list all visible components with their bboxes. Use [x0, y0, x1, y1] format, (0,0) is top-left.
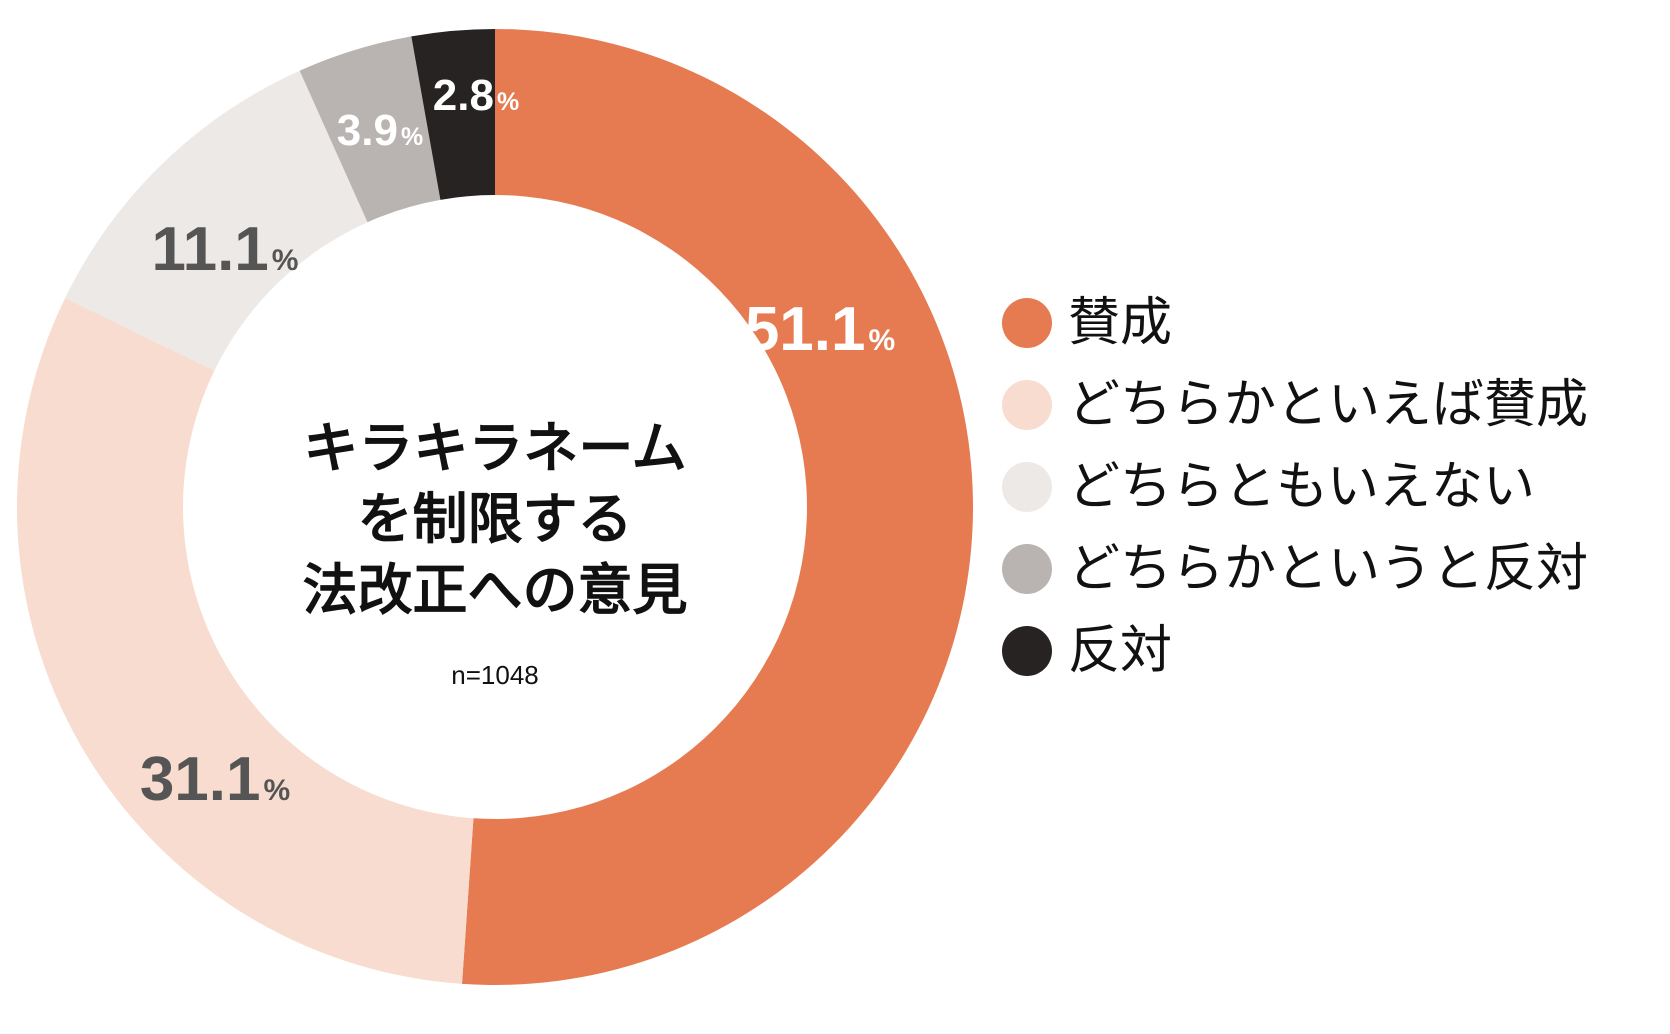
slice-value-label-3: 11.1%: [152, 215, 299, 284]
chart-title-line-3: 法改正への意見: [302, 558, 687, 622]
legend-label: どちらともいえない: [1068, 457, 1535, 517]
donut-slice-1: [461, 29, 974, 985]
legend-item-4: どちらかというと反対: [1002, 528, 1588, 610]
slice-value-number: 51.1: [745, 295, 866, 364]
donut-slice-2: [16, 298, 474, 984]
slice-value-unit: %: [401, 123, 423, 151]
slice-value-label-1: 51.1%: [745, 295, 895, 364]
legend-swatch: [1002, 626, 1052, 676]
chart-center-text: キラキラネーム を制限する 法改正への意見 n=1048: [302, 416, 687, 690]
legend-item-1: 賛成: [1002, 282, 1588, 364]
slice-value-number: 31.1: [140, 745, 261, 814]
slice-value-unit: %: [497, 88, 519, 116]
legend-item-3: どちらともいえない: [1002, 446, 1588, 528]
slice-value-unit: %: [272, 244, 299, 277]
donut-slices: [16, 29, 974, 985]
donut-slice-5: [411, 29, 495, 200]
slice-value-number: 2.8: [433, 71, 494, 120]
slice-value-label-2: 31.1%: [140, 745, 290, 814]
legend-label: どちらかといえば賛成: [1068, 375, 1589, 435]
legend-label: 賛成: [1068, 293, 1173, 353]
data-labels: 51.1 %31.1 %11.1 %3.9 %2.8%: [140, 71, 895, 814]
slice-value-unit: %: [868, 324, 895, 357]
legend-swatch: [1002, 380, 1052, 430]
chart-title-line-2: を制限する: [357, 487, 632, 551]
legend-swatch: [1002, 298, 1052, 348]
donut-slice-4: [299, 36, 441, 223]
sample-size-label: n=1048: [451, 660, 538, 690]
slice-value-label-4: 3.9%: [337, 106, 423, 155]
slice-value-unit: %: [263, 774, 290, 807]
legend-swatch: [1002, 544, 1052, 594]
legend-item-5: 反対: [1002, 610, 1588, 692]
donut-slice-3: [65, 70, 368, 371]
slice-value-number: 11.1: [152, 215, 269, 284]
legend-label: 反対: [1068, 621, 1173, 681]
chart-legend: 賛成どちらかといえば賛成 どちらともいえない どちらかというと反対 反対: [1002, 282, 1588, 692]
chart-title-line-1: キラキラネーム: [303, 416, 686, 480]
slice-value-number: 3.9: [337, 106, 398, 155]
slice-value-label-5: 2.8%: [433, 71, 519, 120]
legend-item-2: どちらかといえば賛成: [1002, 364, 1588, 446]
legend-swatch: [1002, 462, 1052, 512]
legend-label: どちらかというと反対: [1068, 539, 1589, 599]
